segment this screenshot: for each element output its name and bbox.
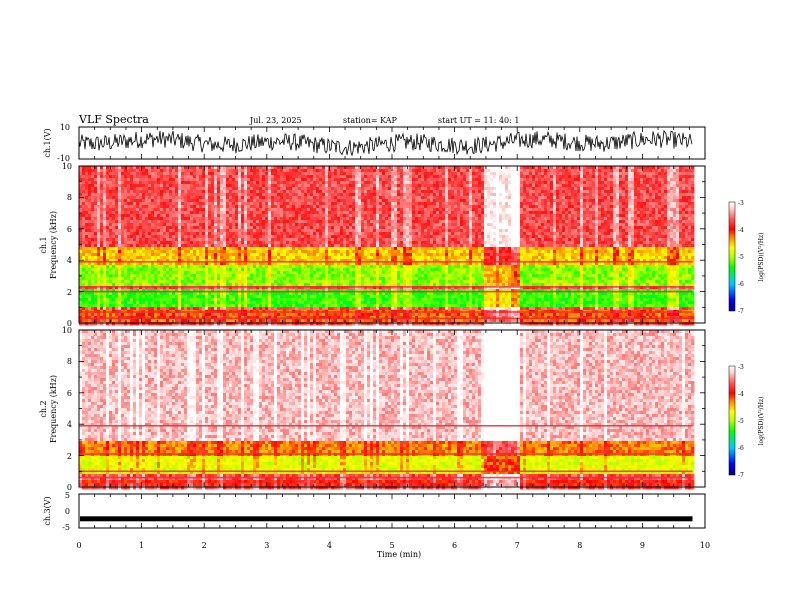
ch1-cb-tick-m3: -3 [738, 200, 744, 207]
ch3-wave-ytick-bottom: -5 [62, 523, 70, 532]
spec2-line-3 [79, 470, 693, 473]
ch1-wave-ylabel: ch.1(V) [43, 128, 52, 157]
ch1-channel-label: ch.1 [39, 236, 48, 253]
ch1-spectrogram-panel: 10 8 6 4 2 0 ch.1 Frequency (kHz) [39, 162, 706, 328]
spec1-line-0 [79, 260, 693, 263]
ch2-spec-ylabel: Frequency (kHz) [49, 375, 58, 443]
x-tick-label: 0 [76, 541, 81, 550]
ch1-cb-tick-m5: -5 [738, 254, 744, 261]
ch1-spectrogram-image [79, 166, 705, 326]
ch2-spec-ytick-4: 4 [67, 420, 72, 429]
spec1-line-4 [79, 317, 693, 320]
ch2-spec-ytick-0: 0 [67, 483, 72, 492]
ch2-spectrogram-image [79, 330, 705, 490]
x-tick-label: 2 [202, 541, 207, 550]
ch2-spectrogram-panel: 10 8 6 4 2 0 ch.2 Frequency (kHz) [39, 326, 706, 492]
ch2-spec-ytick-10: 10 [62, 326, 72, 335]
x-tick-label: 8 [577, 541, 582, 550]
ch3-wave-ylabel: ch.3(V) [43, 496, 52, 525]
spec2-line-2 [79, 476, 693, 479]
x-tick-label: 4 [327, 541, 332, 550]
ch1-wave-ytick-top: 10 [60, 123, 70, 132]
ch3-waveform-line [80, 516, 693, 522]
spec1-line-3 [79, 311, 693, 313]
ch2-cb-tick-m3: -3 [738, 364, 744, 371]
date-label: Jul. 23, 2025 [249, 116, 302, 125]
x-tick-label: 5 [389, 541, 394, 550]
ch1-wave-ytick-bottom: -10 [57, 154, 70, 163]
x-tick-label: 10 [700, 541, 710, 550]
ch2-cb-tick-m7: -7 [738, 472, 744, 479]
ch3-wave-ytick-top: 5 [65, 491, 70, 500]
spec1-line-1 [79, 286, 693, 288]
ch2-cb-tick-m4: -4 [738, 391, 744, 398]
ch2-cb-label: log(PSD)(V²/Hz) [758, 397, 765, 446]
ch2-spec-ytick-8: 8 [67, 357, 72, 366]
ch1-spec-ytick-8: 8 [67, 193, 72, 202]
ch1-cb-tick-m4: -4 [738, 227, 744, 234]
ch1-spec-ylabel: Frequency (kHz) [49, 211, 58, 279]
ch3-wave-ytick-mid: 0 [65, 507, 70, 516]
ch1-spec-ytick-6: 6 [67, 225, 72, 234]
ch2-cb-tick-m6: -6 [738, 445, 744, 452]
x-axis-tick-labels: 0 1 2 3 4 5 6 7 8 9 10 [76, 541, 710, 550]
x-tick-label: 9 [640, 541, 645, 550]
ch1-spec-ytick-4: 4 [67, 256, 72, 265]
ch3-waveform-panel: 5 0 -5 ch.3(V) [43, 491, 706, 532]
spec1-line-2 [79, 290, 693, 293]
station-label: station= KAP [343, 116, 398, 125]
ch1-colorbar: -3 -4 -5 -6 -7 log(PSD)(V²/Hz) [728, 200, 765, 315]
ch1-cb-label: log(PSD)(V²/Hz) [758, 233, 765, 282]
ch2-cb-tick-m5: -5 [738, 418, 744, 425]
ch1-spec-ytick-0: 0 [67, 319, 72, 328]
spec2-line-1 [79, 453, 693, 455]
start-ut-label: start UT = 11: 40: 1 [438, 116, 519, 125]
ch2-spec-ytick-6: 6 [67, 389, 72, 398]
ch2-channel-label: ch.2 [39, 400, 48, 417]
ch1-waveform-panel: 10 -10 ch.1(V) [43, 123, 706, 163]
ch2-spec-ytick-2: 2 [67, 452, 72, 461]
spec2-line-0 [79, 424, 693, 427]
x-tick-label: 7 [515, 541, 520, 550]
x-axis-label: Time (min) [377, 550, 421, 559]
ch1-waveform-line [78, 129, 693, 157]
x-tick-label: 3 [264, 541, 269, 550]
x-tick-label: 1 [139, 541, 144, 550]
ch1-spec-ytick-10: 10 [62, 162, 72, 171]
ch1-cb-tick-m7: -7 [738, 308, 744, 315]
figure-title: VLF Spectra [78, 113, 149, 126]
ch1-spec-ytick-2: 2 [67, 288, 72, 297]
ch1-cb-tick-m6: -6 [738, 281, 744, 288]
x-tick-label: 6 [452, 541, 457, 550]
ch2-colorbar: -3 -4 -5 -6 -7 log(PSD)(V²/Hz) [728, 364, 765, 479]
